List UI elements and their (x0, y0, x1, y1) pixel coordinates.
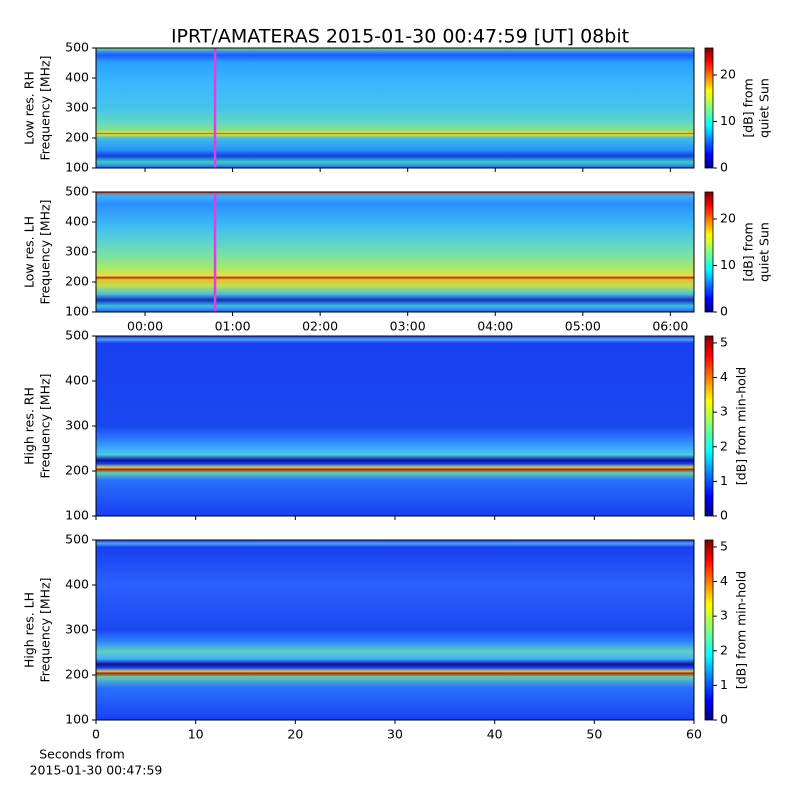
spectrogram (96, 540, 694, 720)
y-tick-label: 400 (65, 70, 89, 85)
y-tick-label: 400 (65, 577, 89, 592)
x-tick-label: 20 (287, 727, 303, 742)
y-tick-label: 500 (65, 40, 89, 55)
x-tick-label: 00:00 (127, 319, 163, 334)
x-label: 2015-01-30 00:47:59 (30, 763, 163, 778)
y-axis-label: Low res. LH (22, 216, 37, 288)
spectrogram (96, 336, 694, 516)
colorbar-tick-label: 20 (720, 66, 736, 81)
x-tick-label: 06:00 (652, 319, 688, 334)
y-axis-label: Low res. RH (22, 71, 37, 145)
x-tick-label: 05:00 (565, 319, 601, 334)
y-axis-label: High res. RH (22, 387, 37, 465)
y-tick-label: 200 (65, 463, 89, 478)
y-tick-label: 200 (65, 274, 89, 289)
y-axis-label: Frequency [MHz] (38, 577, 53, 682)
x-tick-label: 60 (686, 727, 702, 742)
colorbar-tick-label: 20 (720, 210, 736, 225)
y-tick-label: 100 (65, 508, 89, 523)
y-axis-label: Frequency [MHz] (38, 373, 53, 478)
colorbar-tick-label: 4 (720, 573, 728, 588)
colorbar-label: [dB] from min-hold (734, 571, 749, 689)
x-tick-label: 04:00 (477, 319, 513, 334)
x-label: Seconds from (39, 747, 125, 762)
colorbar-tick-label: 3 (720, 608, 728, 623)
colorbar-tick-label: 10 (720, 257, 736, 272)
spectrogram (96, 192, 694, 312)
y-axis-label: High res. LH (22, 592, 37, 668)
colorbar-label: [dB] from (741, 78, 756, 137)
x-tick-label: 30 (387, 727, 403, 742)
colorbar (704, 539, 714, 721)
colorbar-tick-label: 1 (720, 677, 728, 692)
y-tick-label: 100 (65, 160, 89, 175)
y-tick-label: 100 (65, 304, 89, 319)
colorbar-tick-label: 1 (720, 473, 728, 488)
figure-title: IPRT/AMATERAS 2015-01-30 00:47:59 [UT] 0… (171, 26, 629, 48)
x-tick-label: 02:00 (302, 319, 338, 334)
y-tick-label: 200 (65, 667, 89, 682)
colorbar (704, 335, 714, 517)
y-axis-label: Frequency [MHz] (38, 55, 53, 160)
colorbar-label: [dB] from (741, 222, 756, 281)
colorbar-tick-label: 3 (720, 404, 728, 419)
y-tick-label: 300 (65, 244, 89, 259)
x-tick-label: 10 (188, 727, 204, 742)
y-tick-label: 300 (65, 622, 89, 637)
y-tick-label: 500 (65, 328, 89, 343)
colorbar-tick-label: 0 (720, 508, 728, 523)
y-tick-label: 400 (65, 373, 89, 388)
colorbar-tick-label: 2 (720, 438, 728, 453)
y-axis-label: Frequency [MHz] (38, 199, 53, 304)
colorbar-label: [dB] from min-hold (734, 367, 749, 485)
colorbar-tick-label: 5 (720, 538, 728, 553)
colorbar-tick-label: 0 (720, 160, 728, 175)
y-tick-label: 500 (65, 532, 89, 547)
spectrogram (96, 48, 694, 168)
x-tick-label: 50 (586, 727, 602, 742)
y-tick-label: 300 (65, 418, 89, 433)
colorbar-tick-label: 0 (720, 712, 728, 727)
colorbar-tick-label: 4 (720, 369, 728, 384)
colorbar-tick-label: 10 (720, 113, 736, 128)
x-tick-label: 01:00 (215, 319, 251, 334)
x-tick-label: 40 (487, 727, 503, 742)
x-tick-label: 03:00 (390, 319, 426, 334)
colorbar (704, 47, 714, 169)
y-tick-label: 200 (65, 130, 89, 145)
y-tick-label: 100 (65, 712, 89, 727)
colorbar-label: quiet Sun (757, 222, 772, 282)
colorbar-tick-label: 2 (720, 642, 728, 657)
colorbar-label: quiet Sun (757, 78, 772, 138)
y-tick-label: 500 (65, 184, 89, 199)
colorbar-tick-label: 5 (720, 334, 728, 349)
colorbar-tick-label: 0 (720, 304, 728, 319)
y-tick-label: 300 (65, 100, 89, 115)
y-tick-label: 400 (65, 214, 89, 229)
x-tick-label: 0 (92, 727, 100, 742)
colorbar (704, 191, 714, 313)
